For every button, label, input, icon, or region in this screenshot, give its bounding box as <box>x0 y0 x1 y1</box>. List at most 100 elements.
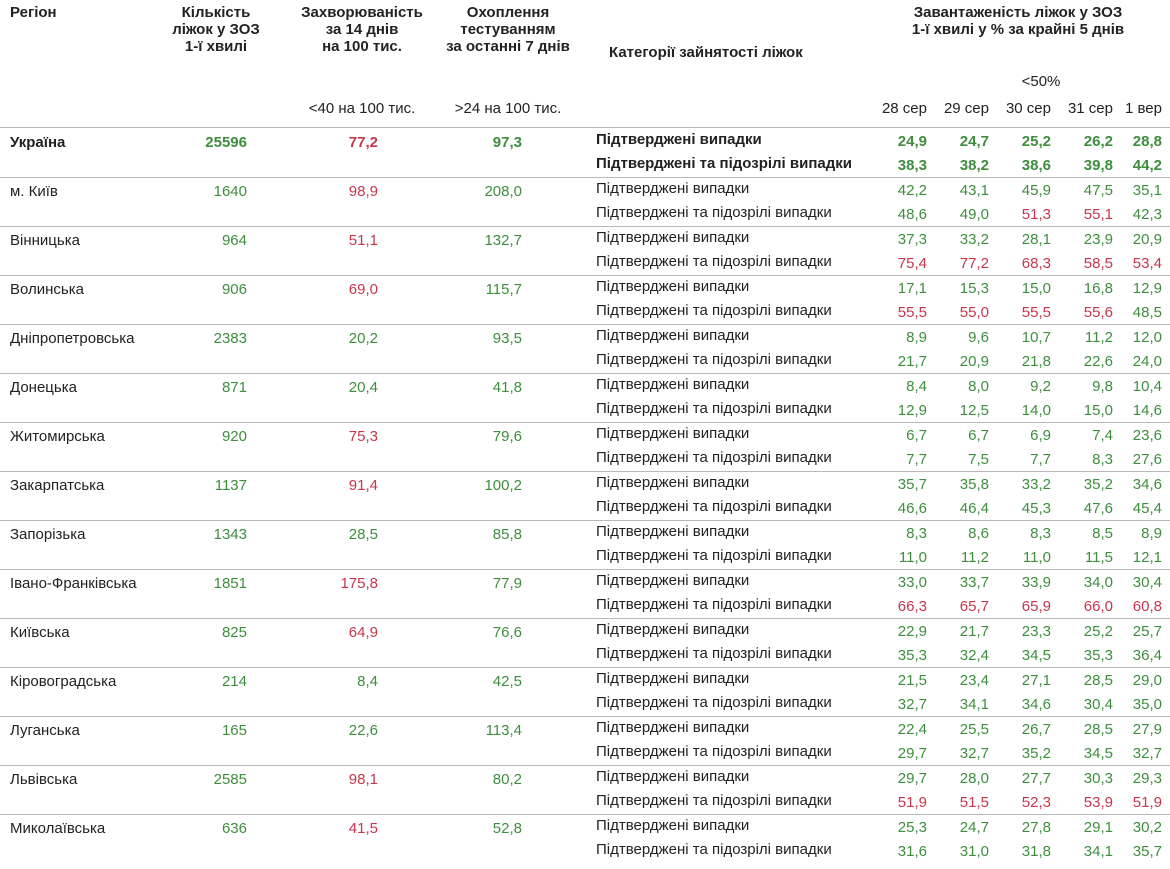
occupancy-value: 33,2 <box>959 231 989 248</box>
occupancy-value: 15,3 <box>959 280 989 297</box>
occupancy-value: 23,4 <box>959 672 989 689</box>
occupancy-value: 37,3 <box>897 231 927 248</box>
occupancy-value: 31,0 <box>959 843 989 860</box>
incidence-value: 41,5 <box>348 820 378 837</box>
occupancy-value: 23,3 <box>1021 623 1051 640</box>
occupancy-value: 33,9 <box>1021 574 1051 591</box>
occupancy-value: 35,1 <box>1132 182 1162 199</box>
category-label: Підтверджені та підозрілі випадки <box>596 400 832 417</box>
region-name: Дніпропетровська <box>10 330 135 347</box>
category-label: Підтверджені та підозрілі випадки <box>596 743 832 760</box>
row-separator <box>0 324 1170 325</box>
bed-count: 906 <box>221 281 247 298</box>
category-label: Підтверджені та підозрілі випадки <box>596 841 832 858</box>
occupancy-value: 22,4 <box>897 721 927 738</box>
occupancy-value: 30,2 <box>1132 819 1162 836</box>
testing-value: 52,8 <box>492 820 522 837</box>
occupancy-value: 12,5 <box>959 402 989 419</box>
occupancy-value: 34,1 <box>959 696 989 713</box>
bed-count: 1343 <box>213 526 247 543</box>
incidence-value: 98,9 <box>348 183 378 200</box>
occupancy-value: 45,9 <box>1021 182 1051 199</box>
occupancy-value: 65,9 <box>1021 598 1051 615</box>
occupancy-value: 9,2 <box>1030 378 1051 395</box>
testing-value: 77,9 <box>492 575 522 592</box>
occupancy-value: 47,6 <box>1083 500 1113 517</box>
occupancy-value: 35,7 <box>897 476 927 493</box>
occupancy-value: 65,7 <box>959 598 989 615</box>
date-header: 1 вер <box>1125 100 1162 117</box>
occupancy-value: 34,0 <box>1083 574 1113 591</box>
row-separator <box>0 765 1170 766</box>
bed-count: 165 <box>221 722 247 739</box>
testing-value: 132,7 <box>484 232 522 249</box>
occupancy-value: 51,9 <box>897 794 927 811</box>
date-header: 29 сер <box>943 100 989 117</box>
header-occupancy: Завантаженість ліжок у ЗОЗ 1-ї хвилі у %… <box>911 4 1125 38</box>
region-name: Луганська <box>10 722 80 739</box>
occupancy-value: 55,0 <box>959 304 989 321</box>
category-label: Підтверджені випадки <box>596 523 750 540</box>
category-label: Підтверджені та підозрілі випадки <box>596 204 832 221</box>
testing-value: 80,2 <box>492 771 522 788</box>
occupancy-value: 21,7 <box>897 353 927 370</box>
occupancy-value: 29,3 <box>1132 770 1162 787</box>
testing-value: 100,2 <box>484 477 522 494</box>
date-header: 31 сер <box>1067 100 1113 117</box>
occupancy-value: 32,4 <box>959 647 989 664</box>
occupancy-value: 23,6 <box>1132 427 1162 444</box>
row-separator <box>0 177 1170 178</box>
row-separator <box>0 569 1170 570</box>
occupancy-value: 55,5 <box>1021 304 1051 321</box>
occupancy-value: 55,5 <box>897 304 927 321</box>
category-label: Підтверджені випадки <box>596 376 750 393</box>
category-label: Підтверджені та підозрілі випадки <box>596 792 832 809</box>
category-label: Підтверджені випадки <box>596 474 750 491</box>
incidence-value: 77,2 <box>348 134 378 151</box>
occupancy-value: 38,2 <box>959 157 989 174</box>
occupancy-value: 12,9 <box>1132 280 1162 297</box>
occupancy-value: 24,7 <box>959 133 989 150</box>
bed-count: 825 <box>221 624 247 641</box>
testing-value: 93,5 <box>492 330 522 347</box>
occupancy-value: 30,4 <box>1132 574 1162 591</box>
date-header: 28 сер <box>881 100 927 117</box>
testing-note: >24 на 100 тис. <box>454 100 562 117</box>
header-region: Регіон <box>10 4 57 21</box>
row-separator <box>0 422 1170 423</box>
region-name: Київська <box>10 624 70 641</box>
occupancy-value: 8,0 <box>968 378 989 395</box>
occupancy-value: 55,6 <box>1083 304 1113 321</box>
occupancy-value: 75,4 <box>897 255 927 272</box>
occupancy-value: 38,3 <box>897 157 927 174</box>
occupancy-value: 35,3 <box>897 647 927 664</box>
category-label: Підтверджені випадки <box>596 621 750 638</box>
occupancy-value: 25,2 <box>1083 623 1113 640</box>
occupancy-value: 8,3 <box>906 525 927 542</box>
occupancy-value: 28,0 <box>959 770 989 787</box>
occupancy-value: 33,7 <box>959 574 989 591</box>
occupancy-value: 38,6 <box>1021 157 1051 174</box>
incidence-value: 75,3 <box>348 428 378 445</box>
bed-count: 636 <box>221 820 247 837</box>
header-incidence: Захворюваність за 14 днів на 100 тис. <box>301 4 423 55</box>
occupancy-value: 35,0 <box>1132 696 1162 713</box>
category-label: Підтверджені випадки <box>596 229 750 246</box>
occupancy-value: 8,4 <box>906 378 927 395</box>
bed-count: 1640 <box>213 183 247 200</box>
row-separator <box>0 667 1170 668</box>
occupancy-value: 8,5 <box>1092 525 1113 542</box>
occupancy-value: 29,1 <box>1083 819 1113 836</box>
occupancy-value: 35,2 <box>1083 476 1113 493</box>
category-label: Підтверджені випадки <box>596 131 762 148</box>
occupancy-value: 23,9 <box>1083 231 1113 248</box>
occupancy-value: 7,7 <box>1030 451 1051 468</box>
testing-value: 41,8 <box>492 379 522 396</box>
row-separator <box>0 520 1170 521</box>
region-name: Вінницька <box>10 232 80 249</box>
occupancy-value: 39,8 <box>1083 157 1113 174</box>
occupancy-value: 7,5 <box>968 451 989 468</box>
occupancy-value: 28,1 <box>1021 231 1051 248</box>
category-label: Підтверджені випадки <box>596 572 750 589</box>
